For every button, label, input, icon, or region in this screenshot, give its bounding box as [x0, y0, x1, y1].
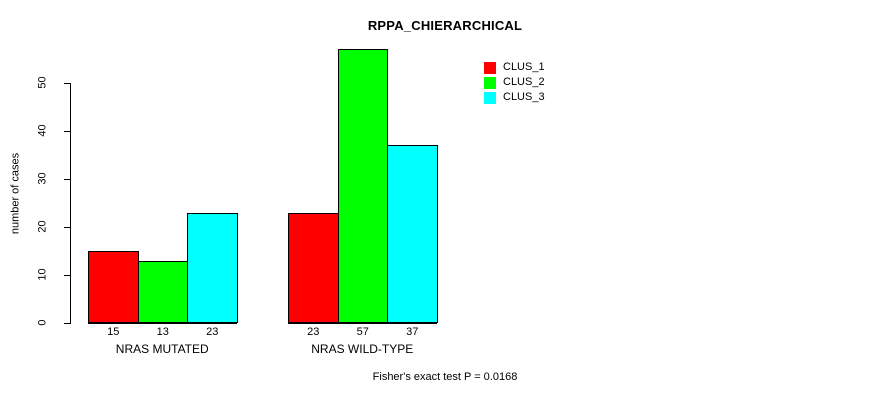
statistical-test-annotation: Fisher's exact test P = 0.0168: [372, 371, 518, 383]
y-axis-line: [70, 83, 71, 324]
y-axis-tick-mark: [64, 131, 70, 132]
bar-nras-wild-type-clus_1[interactable]: [288, 212, 339, 323]
y-axis-tick-mark: [64, 227, 70, 228]
y-axis-tick-label-text: 30: [36, 172, 49, 185]
y-axis-tick-label-text: 0: [36, 319, 49, 326]
y-axis-tick-label-text: 40: [36, 124, 49, 137]
legend-swatch-icon: [484, 61, 496, 74]
bar-value-label: 37: [406, 326, 419, 338]
bar-nras-mutated-clus_3[interactable]: [187, 212, 238, 323]
bar-value-label: 23: [206, 326, 219, 338]
chart-legend: CLUS_1 CLUS_2 CLUS_3: [484, 60, 545, 105]
group-label: NRAS WILD-TYPE: [311, 342, 414, 356]
y-axis-title: number of cases: [9, 152, 22, 235]
legend-label: CLUS_2: [503, 76, 545, 88]
group-label: NRAS MUTATED: [115, 342, 209, 356]
bar-value-label: 15: [107, 326, 120, 338]
legend-label: CLUS_3: [503, 91, 545, 103]
bar-value-label: 23: [307, 326, 320, 338]
y-axis-tick-mark: [64, 179, 70, 180]
legend-item-clus_1[interactable]: CLUS_1: [484, 60, 545, 75]
legend-label: CLUS_1: [503, 61, 545, 73]
y-axis-tick-label: 30: [30, 172, 56, 185]
group-baseline: [288, 323, 437, 324]
bar-nras-wild-type-clus_3[interactable]: [387, 145, 438, 323]
legend-swatch-icon: [484, 91, 496, 104]
y-axis-tick-label: 40: [30, 124, 56, 137]
bar-nras-wild-type-clus_2[interactable]: [337, 49, 388, 323]
y-axis-tick-label: 0: [30, 317, 56, 328]
legend-item-clus_2[interactable]: CLUS_2: [484, 75, 545, 90]
bar-nras-mutated-clus_1[interactable]: [88, 251, 139, 323]
y-axis-tick-mark: [64, 275, 70, 276]
y-axis-tick-label-text: 20: [36, 220, 49, 233]
bar-value-label: 57: [356, 326, 369, 338]
y-axis-tick-label: 10: [30, 268, 56, 281]
y-axis-tick-label: 50: [30, 76, 56, 89]
legend-swatch-icon: [484, 76, 496, 89]
chart-title: RPPA_CHIERARCHICAL: [367, 18, 523, 33]
legend-item-clus_3[interactable]: CLUS_3: [484, 90, 545, 105]
bar-nras-mutated-clus_2[interactable]: [137, 260, 188, 323]
y-axis-tick-mark: [64, 323, 70, 324]
bar-value-label: 13: [156, 326, 169, 338]
y-axis-tick-label-text: 10: [36, 268, 49, 281]
y-axis-tick-mark: [64, 83, 70, 84]
y-axis-tick-label-text: 50: [36, 76, 49, 89]
group-baseline: [88, 323, 237, 324]
y-axis-tick-label: 20: [30, 220, 56, 233]
